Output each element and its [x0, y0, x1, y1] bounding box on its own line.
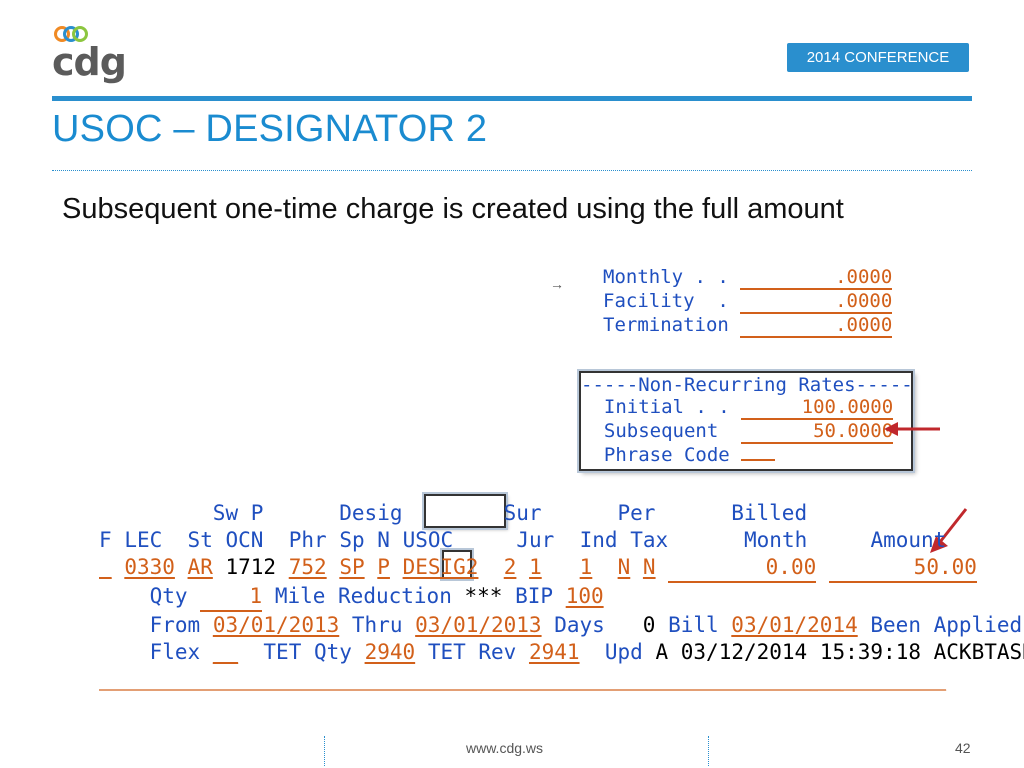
sp-field[interactable]: SP — [339, 555, 365, 579]
usoc-header-row-1: Sw P Desig Sur Per Billed — [212, 501, 808, 525]
rate-row-phrase-code: Phrase Code — [581, 444, 913, 466]
usoc-data-row: _ 0330 AR 1712 752 SP P DESIG2 2 1 1 N N… — [99, 554, 1024, 583]
logo-rings-icon — [54, 24, 94, 46]
title-divider — [52, 170, 972, 171]
usoc-qty-row: Qty 1 Mile Reduction *** BIP 100 — [99, 583, 1024, 612]
termination-rate-field[interactable]: .0000 — [740, 314, 893, 338]
slide-subtitle: Subsequent one-time charge is created us… — [62, 193, 844, 225]
footer-url[interactable]: www.cdg.ws — [466, 740, 544, 756]
rates-panel: Monthly . . .0000 Facility . .0000 Termina… — [603, 266, 893, 338]
usoc-empty-row: _ ____ __ ___ __ _ ______ _ _ _ _ _ ____… — [99, 667, 947, 691]
logo-text: cdg — [52, 40, 127, 84]
usoc-flex-row: Flex __ TET Qty 2940 TET Rev 2941 Upd A … — [99, 639, 1024, 666]
sur-field[interactable]: N — [617, 555, 631, 579]
from-date-field[interactable]: 03/01/2013 — [212, 613, 340, 637]
thru-date-field[interactable]: 03/01/2013 — [415, 613, 542, 637]
usoc-from-row: From 03/01/2013 Thru 03/01/2013 Days 0 B… — [149, 613, 1023, 637]
ocn-value: 1712 — [225, 555, 277, 579]
cursor-icon: → — [550, 276, 564, 292]
non-recurring-heading: -----Non-Recurring Rates----- — [581, 374, 913, 396]
subsequent-rate-field[interactable]: 50.0000 — [741, 420, 894, 444]
usoc-screen: Sw P Desig Sur Per Billed F LEC St OCN Ph… — [99, 500, 1024, 693]
n-field[interactable]: P — [377, 555, 390, 579]
billed-amount-arrow-icon — [926, 506, 970, 556]
per-month-field[interactable]: 0.00 — [668, 554, 817, 583]
facility-rate-field[interactable]: .0000 — [740, 290, 893, 314]
header-rule — [52, 96, 972, 101]
rate-row-subsequent: Subsequent 50.0000 — [603, 420, 894, 444]
desig-field[interactable]: 2 — [503, 555, 517, 579]
ind-field[interactable]: 1 — [579, 555, 593, 579]
desig-column-header: Desig — [339, 501, 403, 525]
update-timestamp: 03/12/2014 15:39:18 — [680, 640, 921, 664]
tax-field[interactable]: N — [642, 555, 656, 579]
bip-field[interactable]: 100 — [565, 584, 604, 608]
desig-value-highlight-box — [442, 550, 472, 579]
tet-rev-field[interactable]: 2941 — [528, 640, 580, 664]
initial-rate-field[interactable]: 100.0000 — [741, 396, 894, 420]
lec-field[interactable]: 0330 — [124, 555, 175, 579]
footer-divider-left — [324, 736, 325, 766]
st-field[interactable]: AR — [187, 555, 213, 579]
phrase-code-field[interactable] — [741, 459, 776, 461]
usoc-header-row-2: F LEC St OCN Phr Sp N USOC Jur Ind Tax M… — [99, 528, 947, 552]
usoc-field[interactable]: DESIG2 — [402, 555, 479, 579]
update-user: ACKBTASK — [933, 640, 1024, 664]
subsequent-arrow-icon — [882, 419, 942, 439]
rate-row-initial: Initial . . 100.0000 — [603, 396, 894, 420]
qty-field[interactable]: 1 — [200, 583, 263, 612]
rate-row-facility: Facility . .0000 — [603, 290, 893, 314]
flex-field[interactable]: __ — [212, 640, 239, 664]
bill-date-field[interactable]: 03/01/2014 — [731, 613, 858, 637]
rate-row-monthly: Monthly . . .0000 — [603, 266, 893, 290]
non-recurring-highlight-box — [579, 371, 913, 471]
page-number: 42 — [955, 740, 971, 756]
cdg-logo: cdg — [52, 24, 127, 84]
conference-badge: 2014 CONFERENCE — [787, 43, 969, 72]
phr-field[interactable]: 752 — [288, 555, 327, 579]
monthly-rate-field[interactable]: .0000 — [740, 266, 893, 290]
desig-header-highlight-box — [424, 494, 506, 528]
jur-field[interactable]: 1 — [529, 555, 542, 579]
slide-title: USOC – DESIGNATOR 2 — [52, 108, 488, 150]
rate-row-termination: Termination .0000 — [603, 314, 893, 338]
billed-amount-field[interactable]: 50.00 — [828, 554, 977, 583]
tet-qty-field[interactable]: 2940 — [364, 640, 416, 664]
footer-divider-right — [708, 736, 709, 766]
non-recurring-panel: -----Non-Recurring Rates----- Initial . … — [581, 374, 913, 466]
